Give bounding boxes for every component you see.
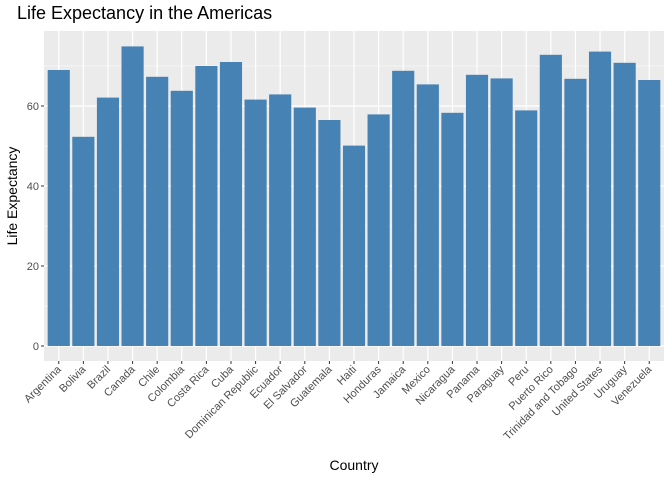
y-tick-label: 60 bbox=[27, 101, 39, 113]
bars bbox=[47, 46, 661, 347]
bar-honduras bbox=[367, 114, 390, 347]
bar-paraguay bbox=[490, 78, 513, 347]
bar-costa-rica bbox=[195, 66, 218, 346]
bar-canada bbox=[121, 46, 144, 347]
bar-jamaica bbox=[392, 70, 415, 347]
bar-brazil bbox=[96, 97, 120, 346]
y-axis-title: Life Expectancy bbox=[4, 147, 20, 246]
chart-title: Life Expectancy in the Americas bbox=[17, 3, 273, 23]
bar-cuba bbox=[219, 62, 243, 346]
bar-nicaragua bbox=[441, 112, 464, 346]
bar-trinidad-and-tobago bbox=[564, 78, 587, 347]
bar-venezuela bbox=[638, 80, 661, 346]
x-tick-label: Bolivia bbox=[57, 363, 89, 395]
bar-argentina bbox=[47, 70, 70, 346]
bar-uruguay bbox=[613, 62, 636, 347]
bar-colombia bbox=[170, 90, 193, 346]
y-axis: 0 20 40 60 bbox=[27, 101, 44, 353]
bar-el-salvador bbox=[293, 107, 316, 346]
bar-panama bbox=[465, 74, 489, 347]
bar-haiti bbox=[342, 145, 366, 346]
bar-guatemala bbox=[318, 120, 341, 346]
bar-bolivia bbox=[72, 136, 95, 346]
x-axis: ArgentinaBoliviaBrazilCanadaChileColombi… bbox=[22, 361, 655, 443]
y-tick-label: 0 bbox=[33, 341, 39, 353]
bar-chile bbox=[146, 76, 169, 347]
x-axis-title: Country bbox=[329, 457, 378, 473]
y-tick-label: 20 bbox=[27, 261, 39, 273]
bar-peru bbox=[515, 110, 538, 347]
bar-puerto-rico bbox=[539, 54, 562, 347]
y-tick-label: 40 bbox=[27, 181, 39, 193]
bar-mexico bbox=[416, 84, 439, 347]
bar-dominican-republic bbox=[244, 99, 267, 346]
bar-ecuador bbox=[269, 94, 292, 347]
bar-united-states bbox=[588, 51, 612, 346]
